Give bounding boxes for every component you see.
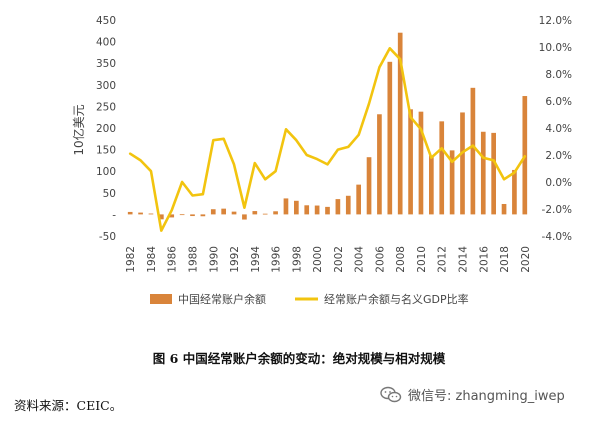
y-tick-label: 300 bbox=[96, 80, 116, 92]
bar bbox=[190, 214, 195, 217]
bar bbox=[397, 32, 403, 215]
legend-bar-label: 中国经常账户余额 bbox=[178, 292, 266, 306]
x-tick-label: 2008 bbox=[395, 246, 407, 273]
y-axis-title: 10亿美元 bbox=[71, 104, 86, 155]
y-tick-label: 450 bbox=[96, 15, 116, 27]
y-tick-label: 200 bbox=[96, 123, 116, 135]
bar bbox=[242, 214, 247, 220]
bar bbox=[387, 61, 393, 215]
y2-tick-label: 0.0% bbox=[545, 177, 572, 189]
bar bbox=[501, 203, 507, 215]
bar bbox=[377, 114, 382, 215]
bar bbox=[138, 212, 143, 215]
chart-svg: 450 400 350 300 250 200 150 100 50 - -50 12.0% 10.0… bbox=[71, 15, 572, 306]
bar bbox=[273, 211, 278, 215]
x-tick-label: 1996 bbox=[271, 246, 283, 273]
y-tick-label: 350 bbox=[96, 58, 116, 70]
bar bbox=[460, 112, 465, 215]
bar bbox=[408, 109, 413, 215]
legend-line-label: 经常账户余额与名义GDP比率 bbox=[324, 292, 469, 306]
bar bbox=[127, 211, 133, 215]
y-tick-label: 150 bbox=[96, 145, 116, 157]
y2-tick-label: -4.0% bbox=[542, 231, 572, 243]
watermark-text: 微信号: zhangming_iwep bbox=[408, 389, 565, 404]
bar bbox=[200, 214, 206, 217]
x-tick-label: 1994 bbox=[250, 246, 262, 273]
bar bbox=[325, 206, 330, 215]
legend: 中国经常账户余额 经常账户余额与名义GDP比率 bbox=[150, 292, 469, 306]
bar bbox=[148, 213, 154, 215]
y2-tick-label: -2.0% bbox=[542, 204, 572, 216]
chart: 450 400 350 300 250 200 150 100 50 - -50 12.0% 10.0… bbox=[71, 15, 572, 306]
bar bbox=[480, 131, 486, 215]
y2-tick-label: 4.0% bbox=[545, 123, 572, 135]
bar bbox=[418, 111, 424, 215]
y2-tick-label: 12.0% bbox=[539, 15, 572, 27]
y-tick-label: -50 bbox=[99, 231, 116, 243]
bar bbox=[169, 214, 175, 218]
x-tick-label: 1984 bbox=[146, 246, 158, 273]
figure-caption: 图 6 中国经常账户余额的变动：绝对规模与相对规模 bbox=[152, 351, 446, 366]
x-axis-ticks: 1982 1984 1986 1988 1990 1992 1994 1996 1998 2000… bbox=[125, 246, 532, 273]
bar bbox=[439, 121, 445, 215]
right-axis-ticks: 12.0% 10.0% 8.0% 6.0% 4.0% 2.0% 0.0% -2.0% -4.0% bbox=[539, 15, 572, 243]
bar bbox=[512, 169, 517, 215]
bar bbox=[429, 155, 434, 215]
y-tick-label: - bbox=[112, 209, 116, 221]
left-axis-ticks: 450 400 350 300 250 200 150 100 50 - -50 bbox=[96, 15, 116, 243]
x-tick-label: 2006 bbox=[374, 246, 386, 273]
x-tick-label: 2010 bbox=[416, 246, 428, 273]
bar bbox=[356, 184, 361, 215]
x-tick-label: 2012 bbox=[437, 246, 449, 273]
bar bbox=[470, 87, 476, 215]
y2-tick-label: 6.0% bbox=[545, 96, 572, 108]
bar bbox=[491, 132, 496, 215]
bar bbox=[283, 198, 289, 215]
bar bbox=[179, 214, 185, 216]
x-tick-label: 1982 bbox=[125, 246, 137, 273]
x-tick-label: 1992 bbox=[229, 246, 241, 273]
y2-tick-label: 10.0% bbox=[539, 42, 572, 54]
bar bbox=[335, 199, 341, 215]
bar bbox=[159, 214, 164, 220]
y2-tick-label: 8.0% bbox=[545, 69, 572, 81]
bar-series bbox=[127, 32, 528, 220]
bar bbox=[314, 205, 320, 215]
x-tick-label: 2014 bbox=[458, 246, 470, 273]
x-tick-label: 1990 bbox=[208, 246, 220, 273]
bar bbox=[449, 150, 455, 215]
x-tick-label: 2016 bbox=[478, 246, 490, 273]
x-tick-label: 2018 bbox=[499, 246, 511, 273]
bar bbox=[262, 213, 268, 215]
x-tick-label: 1998 bbox=[291, 246, 303, 273]
watermark: 微信号: zhangming_iwep bbox=[380, 385, 565, 404]
bar bbox=[252, 211, 258, 215]
bar bbox=[366, 157, 372, 215]
bar bbox=[210, 209, 216, 215]
y-tick-label: 400 bbox=[96, 37, 116, 49]
x-tick-label: 2002 bbox=[333, 246, 345, 273]
bar bbox=[345, 195, 351, 215]
y-tick-label: 50 bbox=[103, 188, 116, 200]
y-tick-label: 100 bbox=[96, 166, 116, 178]
y-tick-label: 250 bbox=[96, 101, 116, 113]
ratio-line bbox=[128, 46, 527, 232]
x-tick-label: 1988 bbox=[188, 246, 200, 273]
x-tick-label: 1986 bbox=[167, 246, 179, 273]
x-tick-label: 2004 bbox=[354, 246, 366, 273]
y2-tick-label: 2.0% bbox=[545, 150, 572, 162]
legend-bar-swatch bbox=[150, 294, 172, 304]
wechat-icon bbox=[380, 386, 402, 402]
bar bbox=[304, 205, 310, 215]
x-tick-label: 2000 bbox=[312, 246, 324, 273]
source-note: 资料来源：CEIC。 bbox=[14, 398, 123, 413]
x-tick-label: 2020 bbox=[520, 246, 532, 273]
bar bbox=[294, 200, 299, 215]
bar bbox=[231, 211, 237, 215]
bar bbox=[221, 208, 226, 215]
line-series bbox=[128, 46, 527, 232]
